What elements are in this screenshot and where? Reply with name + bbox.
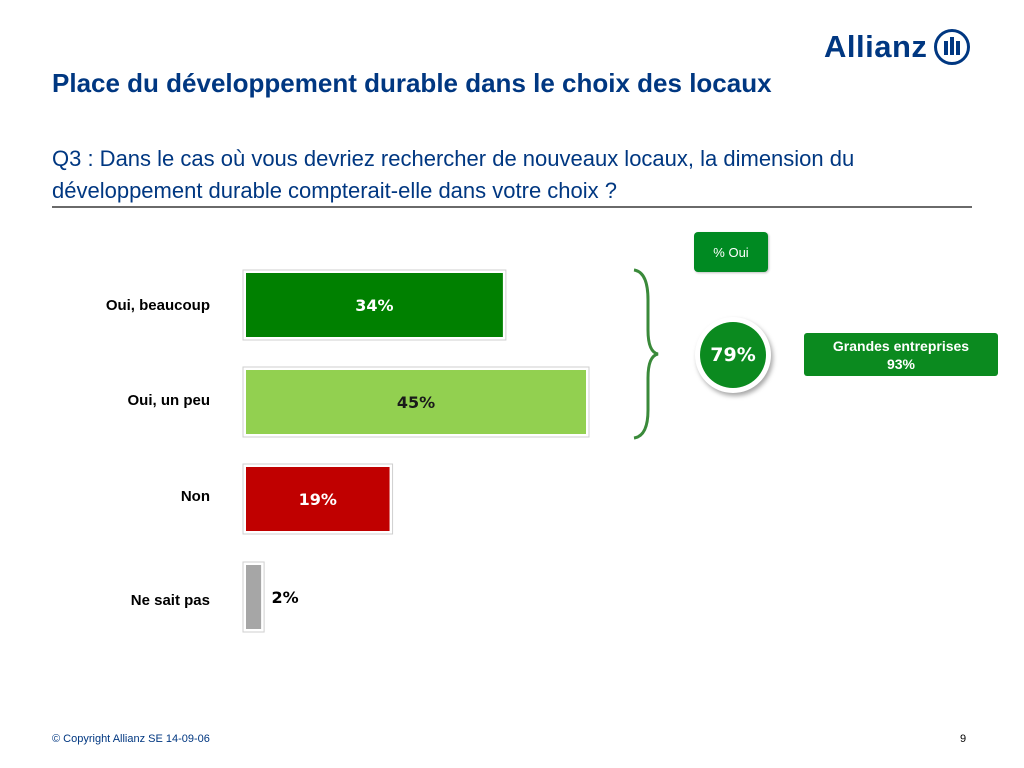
category-label: Oui, un peu [127, 392, 211, 409]
allianz-logo: Allianz [824, 28, 971, 66]
copyright: © Copyright Allianz SE 14-09-06 [52, 733, 210, 745]
bar-value-label: 19% [299, 490, 337, 509]
total-badge: 79% [695, 317, 771, 393]
bar-value-label: 34% [355, 296, 393, 315]
total-value: 79% [700, 322, 766, 388]
category-label: Oui, beaucoup [105, 297, 210, 314]
large-companies-label: Grandes entreprises [832, 338, 970, 354]
large-companies-box: Grandes entreprises 93% [804, 333, 998, 376]
question-text: Q3 : Dans le cas où vous devriez recherc… [52, 146, 855, 203]
large-companies-value: 93% [886, 356, 916, 372]
oui-tag: % Oui [694, 232, 768, 272]
brand-name: Allianz [824, 29, 928, 64]
page-number: 9 [960, 733, 967, 745]
category-label: Non [180, 488, 210, 505]
bar [246, 467, 390, 531]
bar-value-label: 2% [272, 588, 299, 607]
bar-value-label: 45% [397, 393, 435, 412]
bar [246, 273, 503, 337]
page-title: Place du développement durable dans le c… [52, 68, 772, 98]
bar [246, 370, 586, 434]
grouping-brace [633, 268, 659, 440]
allianz-eagle-pillars-icon [934, 29, 971, 65]
category-label: Ne sait pas [130, 592, 210, 609]
bar [246, 565, 262, 629]
divider [52, 206, 972, 208]
